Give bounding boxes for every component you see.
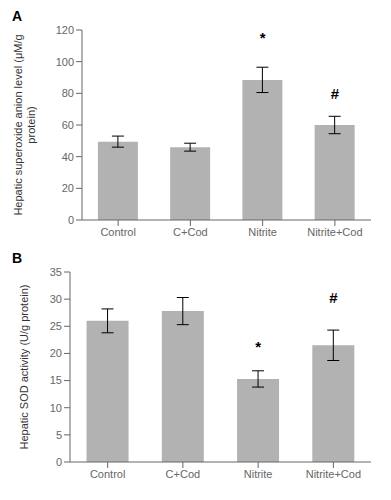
html-text:A: A: [12, 8, 23, 24]
svg-text:15: 15: [50, 374, 62, 386]
svg-text:100: 100: [56, 56, 74, 68]
svg-text:Hepatic superoxide anion level: Hepatic superoxide anion level (μM/gprot…: [12, 34, 37, 215]
svg-text:40: 40: [62, 151, 74, 163]
svg-text:30: 30: [50, 293, 62, 305]
svg-text:60: 60: [62, 119, 74, 131]
svg-text:Nitrite+Cod: Nitrite+Cod: [307, 226, 362, 238]
svg-text:25: 25: [50, 320, 62, 332]
svg-text:*: *: [260, 29, 266, 46]
svg-text:35: 35: [50, 266, 62, 278]
svg-text:Hepatic SOD activity (U/g prot: Hepatic SOD activity (U/g protein): [18, 284, 30, 449]
svg-text:20: 20: [50, 347, 62, 359]
svg-text:0: 0: [56, 456, 62, 468]
svg-text:#: #: [329, 289, 338, 306]
svg-text:#: #: [331, 85, 340, 102]
svg-text:Control: Control: [90, 468, 125, 480]
svg-text:120: 120: [56, 24, 74, 36]
svg-text:C+Cod: C+Cod: [173, 226, 208, 238]
svg-text:Nitrite: Nitrite: [244, 468, 273, 480]
svg-text:0: 0: [68, 214, 74, 226]
html-text:B: B: [12, 250, 23, 266]
svg-text:5: 5: [56, 429, 62, 441]
svg-text:10: 10: [50, 402, 62, 414]
svg-text:Nitrite+Cod: Nitrite+Cod: [306, 468, 361, 480]
svg-text:Control: Control: [100, 226, 135, 238]
svg-text:20: 20: [62, 182, 74, 194]
svg-text:*: *: [255, 338, 261, 355]
svg-text:C+Cod: C+Cod: [166, 468, 201, 480]
svg-text:80: 80: [62, 87, 74, 99]
svg-text:Nitrite: Nitrite: [248, 226, 277, 238]
